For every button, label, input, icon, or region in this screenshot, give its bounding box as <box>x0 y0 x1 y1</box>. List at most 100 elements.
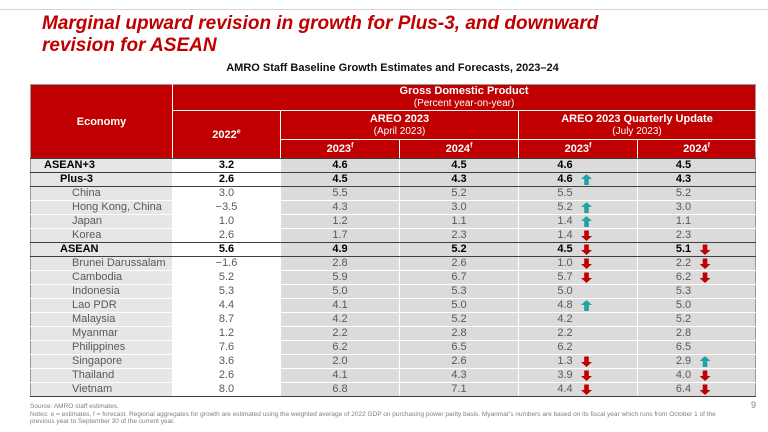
value: 2.8 <box>332 257 348 270</box>
table-row: ASEAN+3 3.2 4.6 4.5 4.6 4.5 <box>30 158 757 173</box>
table-row: Myanmar 1.2 2.2 2.8 2.2 2.8 <box>30 326 757 341</box>
value-cell: 1.4 <box>518 214 638 229</box>
value: 3.0 <box>451 201 467 214</box>
value: 5.0 <box>675 299 692 312</box>
value-cell: 1.7 <box>280 228 400 243</box>
footnotes: Source: AMRO staff estimates. Notes: e =… <box>30 403 725 426</box>
value-cell: 2.8 <box>636 326 757 341</box>
value-cell: 4.9 <box>280 242 400 257</box>
value: 1.2 <box>332 215 348 228</box>
value: 1.2 <box>218 327 235 340</box>
table-row: Philippines 7.6 6.2 6.5 6.2 6.5 <box>30 340 757 355</box>
value: 5.3 <box>675 285 692 298</box>
value: 4.0 <box>675 369 692 382</box>
table-title: AMRO Staff Baseline Growth Estimates and… <box>226 62 559 74</box>
column-header-july-2023: 2023f <box>518 139 638 159</box>
value: 4.6 <box>332 159 348 172</box>
gdp-header-title: Gross Domestic Product <box>399 85 529 98</box>
value-cell: 2.3 <box>636 228 757 243</box>
slide-title-line1: Marginal upward revision in growth for P… <box>42 13 599 34</box>
value: 5.2 <box>451 187 467 200</box>
value-cell: 4.6 <box>518 158 638 173</box>
value-cell: 4.3 <box>636 172 757 187</box>
estimate-superscript: e <box>236 127 241 135</box>
value-cell: 5.9 <box>280 270 400 285</box>
value-cell: 6.5 <box>636 340 757 355</box>
value-cell: 2.2 <box>280 326 400 341</box>
value-cell: 8.0 <box>172 382 281 397</box>
table-header: Economy Gross Domestic Product (Percent … <box>30 84 757 159</box>
value-cell: 1.1 <box>636 214 757 229</box>
slide-title-line2: revision for ASEAN <box>42 35 217 56</box>
value-cell: 4.3 <box>280 200 400 215</box>
value: 6.5 <box>451 341 467 354</box>
table-row: Vietnam 8.0 6.8 7.1 4.4 6.4 <box>30 382 757 397</box>
value-cell: 5.2 <box>636 312 757 327</box>
down-arrow-icon <box>699 258 711 269</box>
value-cell: 1.0 <box>518 256 638 271</box>
economy-cell: Myanmar <box>30 326 173 341</box>
economy-cell: Lao PDR <box>30 298 173 313</box>
notes-text: Notes: e = estimates, f = forecast. Regi… <box>30 410 716 426</box>
areo-april-subtitle: (April 2023) <box>373 125 426 137</box>
value-cell: 7.6 <box>172 340 281 355</box>
value-cell: 4.5 <box>636 158 757 173</box>
value: 5.0 <box>451 299 467 312</box>
economy-cell: Malaysia <box>30 312 173 327</box>
value: 4.3 <box>675 173 692 186</box>
value: 5.7 <box>557 271 573 284</box>
value: 2.9 <box>675 355 692 368</box>
gdp-header-subtitle: (Percent year-on-year) <box>413 98 515 109</box>
value: 6.4 <box>675 383 692 396</box>
value: 5.3 <box>218 285 235 298</box>
value: 3.6 <box>218 355 235 368</box>
value-cell: 2.9 <box>636 354 757 369</box>
areo-july-title: AREO 2023 Quarterly Update <box>561 112 713 125</box>
value: 1.0 <box>557 257 573 270</box>
value: 5.6 <box>218 243 235 256</box>
value: 5.5 <box>557 187 573 200</box>
value: −1.6 <box>215 257 238 270</box>
value-cell: 4.2 <box>280 312 400 327</box>
value-cell: 1.2 <box>172 326 281 341</box>
value: 4.8 <box>557 299 573 312</box>
economy-cell: China <box>30 186 173 201</box>
value-cell: 3.2 <box>172 158 281 173</box>
column-header-july-2024: 2024f <box>636 139 757 159</box>
value: 2.2 <box>675 257 692 270</box>
value-cell: 5.2 <box>399 242 519 257</box>
value: 2.6 <box>451 355 467 368</box>
value: 5.3 <box>451 285 467 298</box>
economy-cell: Philippines <box>30 340 173 355</box>
value-cell: 5.2 <box>518 200 638 215</box>
value: 4.3 <box>451 369 467 382</box>
value-cell: 5.2 <box>399 186 519 201</box>
value-cell: 4.3 <box>399 368 519 383</box>
year-label: 2023 <box>564 143 590 155</box>
value-cell: 2.6 <box>172 228 281 243</box>
down-arrow-icon <box>581 230 592 241</box>
value-cell: 7.1 <box>399 382 519 397</box>
economy-cell: Hong Kong, China <box>30 200 173 215</box>
value-cell: 5.1 <box>636 242 757 257</box>
value: 4.4 <box>218 299 235 312</box>
value-cell: 3.6 <box>172 354 281 369</box>
year-label: 2024 <box>445 143 471 155</box>
value-cell: 2.8 <box>399 326 519 341</box>
up-arrow-icon <box>581 216 592 227</box>
value-cell: 1.2 <box>280 214 400 229</box>
value: 2.6 <box>218 229 235 242</box>
value: 2.6 <box>218 173 235 186</box>
table-row: Korea 2.6 1.7 2.3 1.4 2.3 <box>30 228 757 243</box>
value: 4.5 <box>332 173 348 186</box>
table-row: Plus-3 2.6 4.5 4.3 4.6 4.3 <box>30 172 757 187</box>
value: 7.6 <box>218 341 235 354</box>
value: 1.7 <box>332 229 348 242</box>
value-cell: 2.6 <box>172 172 281 187</box>
value: 1.3 <box>557 355 573 368</box>
economy-cell: ASEAN+3 <box>30 158 173 173</box>
economy-cell: Thailand <box>30 368 173 383</box>
up-arrow-icon <box>581 300 592 311</box>
table-row: Japan 1.0 1.2 1.1 1.4 1.1 <box>30 214 757 229</box>
value-cell: 6.2 <box>280 340 400 355</box>
